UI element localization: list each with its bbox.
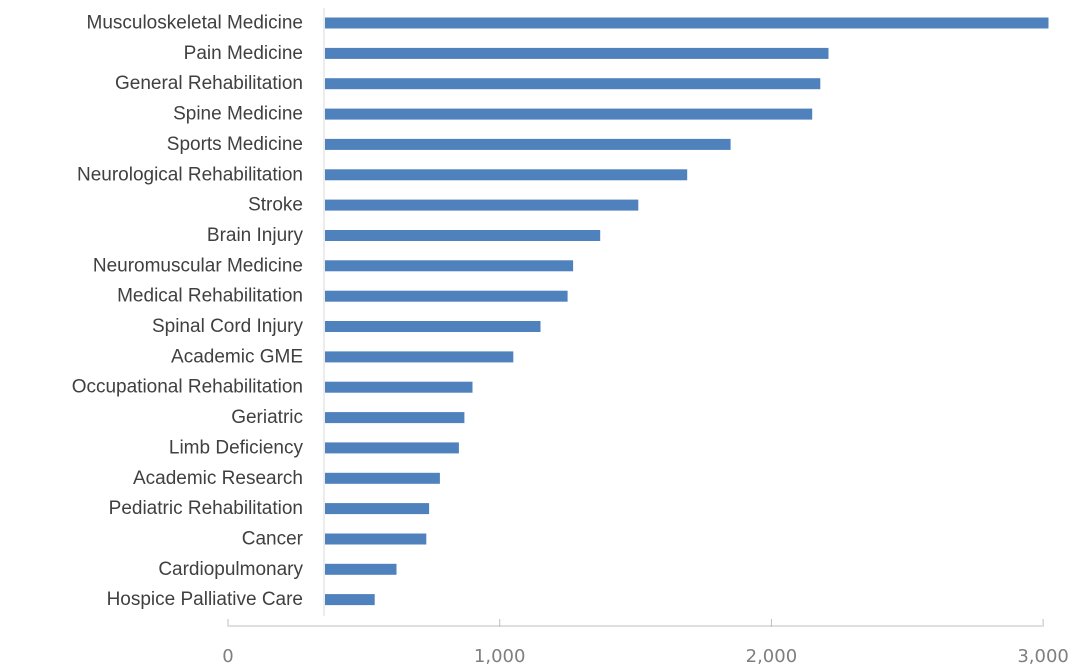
bar-stroke [325, 199, 639, 211]
x-tick-label: 3,000 [1017, 646, 1069, 667]
bar-pain-medicine [325, 47, 829, 59]
bar-brain-injury [325, 230, 601, 241]
bar-academic-gme [325, 351, 514, 363]
bar-general-rehabilitation [325, 78, 821, 90]
bar-medical-rehabilitation [325, 290, 568, 302]
category-label-academic-gme: Academic GME [171, 346, 303, 367]
bar-geriatric [325, 412, 465, 424]
category-label-cancer: Cancer [242, 529, 304, 550]
category-label-medical-rehabilitation: Medical Rehabilitation [117, 286, 303, 307]
category-label-academic-research: Academic Research [133, 468, 303, 489]
bar-neurological-rehabilitation [325, 169, 688, 181]
category-label-stroke: Stroke [248, 195, 303, 216]
bar-spine-medicine [325, 108, 813, 120]
x-tick-label: 1,000 [474, 646, 526, 667]
bar-cancer [325, 533, 427, 545]
x-tick-label: 0 [222, 646, 233, 667]
category-label-sports-medicine: Sports Medicine [167, 134, 303, 155]
category-label-occupational-rehabilitation: Occupational Rehabilitation [72, 377, 303, 398]
category-label-hospice-palliative-care: Hospice Palliative Care [107, 589, 303, 610]
category-label-spine-medicine: Spine Medicine [173, 104, 303, 125]
category-label-neuromuscular-medicine: Neuromuscular Medicine [93, 255, 303, 276]
bar-neuromuscular-medicine [325, 260, 574, 272]
bar-academic-research [325, 472, 440, 484]
category-label-brain-injury: Brain Injury [207, 225, 304, 246]
category-label-pediatric-rehabilitation: Pediatric Rehabilitation [109, 498, 303, 519]
category-label-general-rehabilitation: General Rehabilitation [115, 73, 303, 94]
bar-cardiopulmonary [325, 563, 397, 575]
category-labels-group: Musculoskeletal Medicine Pain Medicine Gen… [72, 13, 304, 611]
bar-spinal-cord-injury [325, 321, 541, 332]
category-label-geriatric: Geriatric [231, 407, 303, 428]
category-label-spinal-cord-injury: Spinal Cord Injury [152, 316, 304, 337]
x-ticks-group: 0 1,000 2,000 3,000 [222, 619, 1069, 667]
bar-musculoskeletal-medicine [325, 17, 1049, 29]
bar-occupational-rehabilitation [325, 381, 473, 393]
category-label-pain-medicine: Pain Medicine [184, 43, 303, 64]
bar-pediatric-rehabilitation [325, 503, 430, 515]
category-label-limb-deficiency: Limb Deficiency [169, 437, 304, 458]
category-label-cardiopulmonary: Cardiopulmonary [158, 559, 303, 580]
bar-limb-deficiency [325, 442, 459, 454]
bar-hospice-palliative-care [325, 594, 375, 606]
category-label-musculoskeletal-medicine: Musculoskeletal Medicine [87, 13, 304, 34]
x-tick-label: 2,000 [746, 646, 798, 667]
bar-sports-medicine [325, 138, 731, 150]
bars-group [325, 17, 1049, 606]
category-label-neurological-rehabilitation: Neurological Rehabilitation [77, 164, 303, 185]
